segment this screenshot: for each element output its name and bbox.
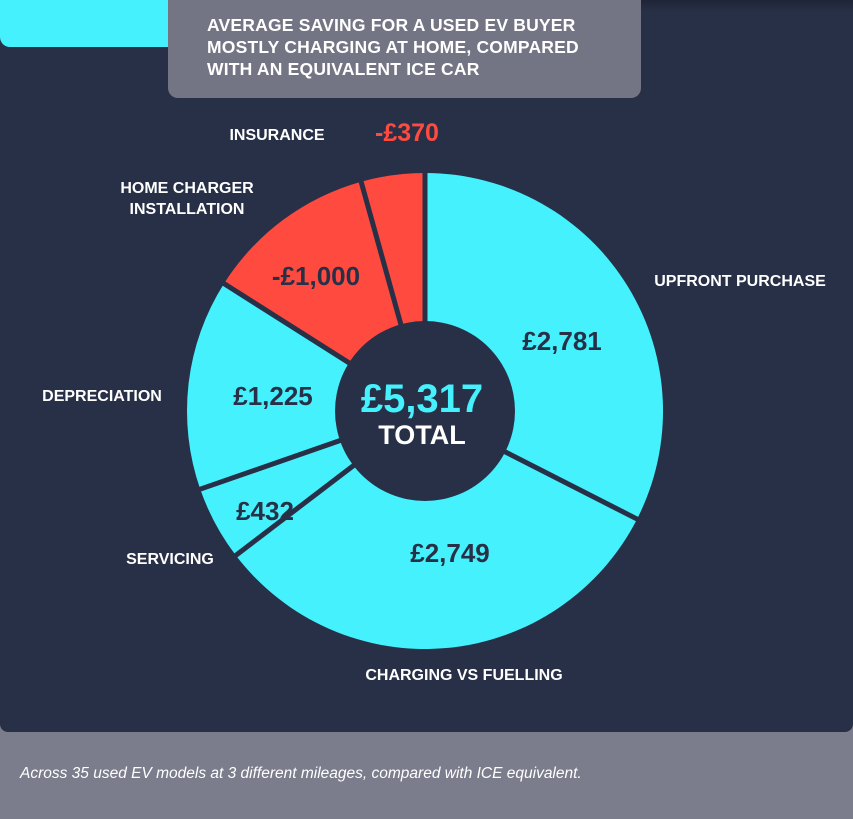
value-label-servicing: £432 <box>236 496 294 526</box>
slice-depreciation <box>187 283 425 490</box>
value-label-insurance: -£370 <box>375 119 439 147</box>
chart-title: AVERAGE SAVING FOR A USED EV BUYER MOSTL… <box>207 15 579 79</box>
category-label-depreciation: DEPRECIATION <box>42 388 162 405</box>
category-label-charging-vs-fuelling: CHARGING VS FUELLING <box>365 667 562 684</box>
category-label-upfront-purchase: UPFRONT PURCHASE <box>654 273 826 290</box>
donut-chart: £2,781 £2,749 £432 £1,225 -£1,000 -£370 UPFRO… <box>42 119 826 684</box>
value-label-depreciation: £1,225 <box>233 381 313 411</box>
slice-value-labels: £2,781 £2,749 £432 £1,225 -£1,000 -£370 <box>233 119 602 568</box>
value-label-home-charger-installation: -£1,000 <box>272 261 360 291</box>
corner-shading <box>640 0 853 12</box>
accent-tab <box>0 0 188 47</box>
value-label-upfront-purchase: £2,781 <box>522 326 602 356</box>
total-value: £5,317 <box>361 377 483 421</box>
category-label-insurance: INSURANCE <box>229 127 324 144</box>
total-label: TOTAL <box>378 420 466 450</box>
value-label-charging-vs-fuelling: £2,749 <box>410 538 490 568</box>
category-label-servicing: SERVICING <box>126 551 214 568</box>
category-label-home-charger-installation: HOME CHARGER INSTALLATION <box>120 180 254 218</box>
title-box <box>168 0 641 98</box>
footnote: Across 35 used EV models at 3 different … <box>20 765 582 782</box>
slice-category-labels: UPFRONT PURCHASE CHARGING VS FUELLING SERV… <box>42 127 826 684</box>
donut-hole <box>335 321 515 501</box>
